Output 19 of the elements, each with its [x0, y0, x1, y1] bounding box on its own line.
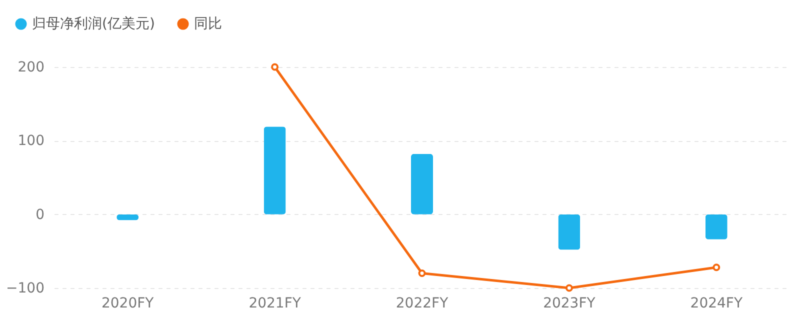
y-tick-label: 0	[36, 206, 44, 223]
x-tick-label: 2023FY	[543, 296, 596, 312]
point	[565, 284, 573, 292]
point	[418, 270, 426, 277]
y-tick-label: 200	[18, 60, 44, 76]
y-tick-label: −100	[6, 280, 44, 296]
x-tick-label: 2021FY	[248, 296, 302, 312]
x-tick-label: 2020FY	[101, 296, 154, 312]
y-tick-label: 100	[18, 133, 44, 150]
x-tick-label: 2024FY	[690, 296, 743, 312]
bar	[558, 214, 580, 250]
legend-label: 归母净利润(亿美元)	[32, 16, 155, 32]
point	[271, 63, 279, 71]
bar	[264, 126, 286, 214]
bar	[411, 154, 433, 214]
point	[712, 264, 720, 272]
legend-label: 同比	[194, 16, 222, 32]
bar	[705, 214, 728, 240]
x-tick-label: 2022FY	[396, 296, 449, 312]
